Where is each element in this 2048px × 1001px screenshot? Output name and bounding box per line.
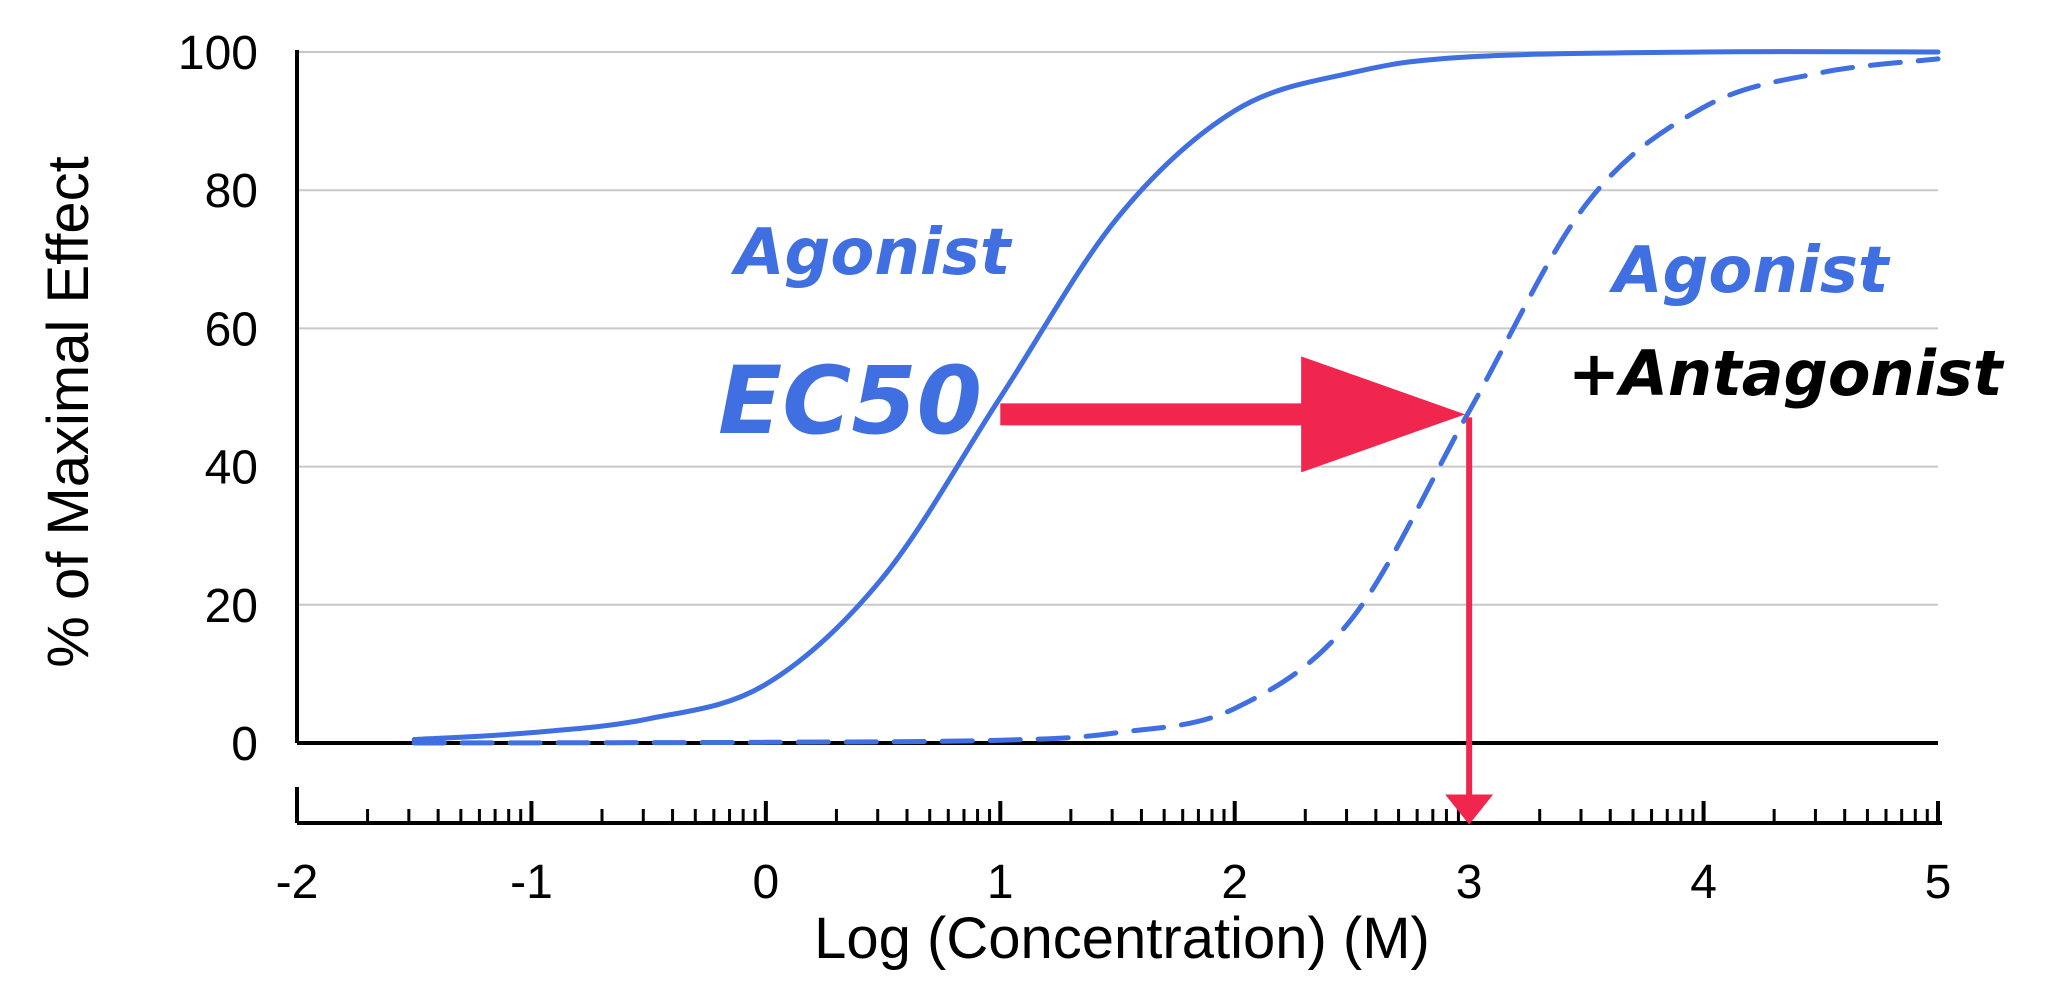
agonist-antagonist-label: Agonist xyxy=(1608,234,1891,308)
agonist-label: Agonist xyxy=(730,216,1013,290)
x-tick-label: -2 xyxy=(276,856,319,909)
ec50-label: EC50 xyxy=(718,347,982,456)
x-tick-label: 1 xyxy=(987,856,1014,909)
x-tick-label: -1 xyxy=(510,856,553,909)
x-tick-label: 3 xyxy=(1456,856,1483,909)
shift-arrow-head xyxy=(1301,356,1466,473)
x-tick-label: 5 xyxy=(1925,856,1952,909)
x-tick-label: 4 xyxy=(1690,856,1717,909)
x-tick-label: 2 xyxy=(1221,856,1248,909)
labels: 0 20 40 60 80 100 -2 -1 0 1 2 3 4 5 xyxy=(178,27,1951,909)
x-tick-label: 0 xyxy=(753,856,780,909)
arrows xyxy=(1000,356,1494,825)
antagonist-label: +Antagonist xyxy=(1568,337,2005,410)
agonist-antagonist-curve xyxy=(411,56,1941,746)
y-tick-label: 0 xyxy=(231,718,258,771)
y-tick-label: 100 xyxy=(178,27,258,80)
axes xyxy=(295,50,1942,825)
y-tick-label: 80 xyxy=(205,165,258,218)
y-axis-title: % of Maximal Effect xyxy=(36,156,101,667)
series xyxy=(411,49,1941,746)
drop-arrow-head xyxy=(1445,794,1494,825)
y-tick-label: 40 xyxy=(205,442,258,495)
agonist-curve xyxy=(411,49,1941,743)
x-axis-title: Log (Concentration) (M) xyxy=(814,906,1430,971)
y-tick-label: 20 xyxy=(205,580,258,633)
y-tick-label: 60 xyxy=(205,303,258,356)
grid-lines xyxy=(297,51,1938,606)
